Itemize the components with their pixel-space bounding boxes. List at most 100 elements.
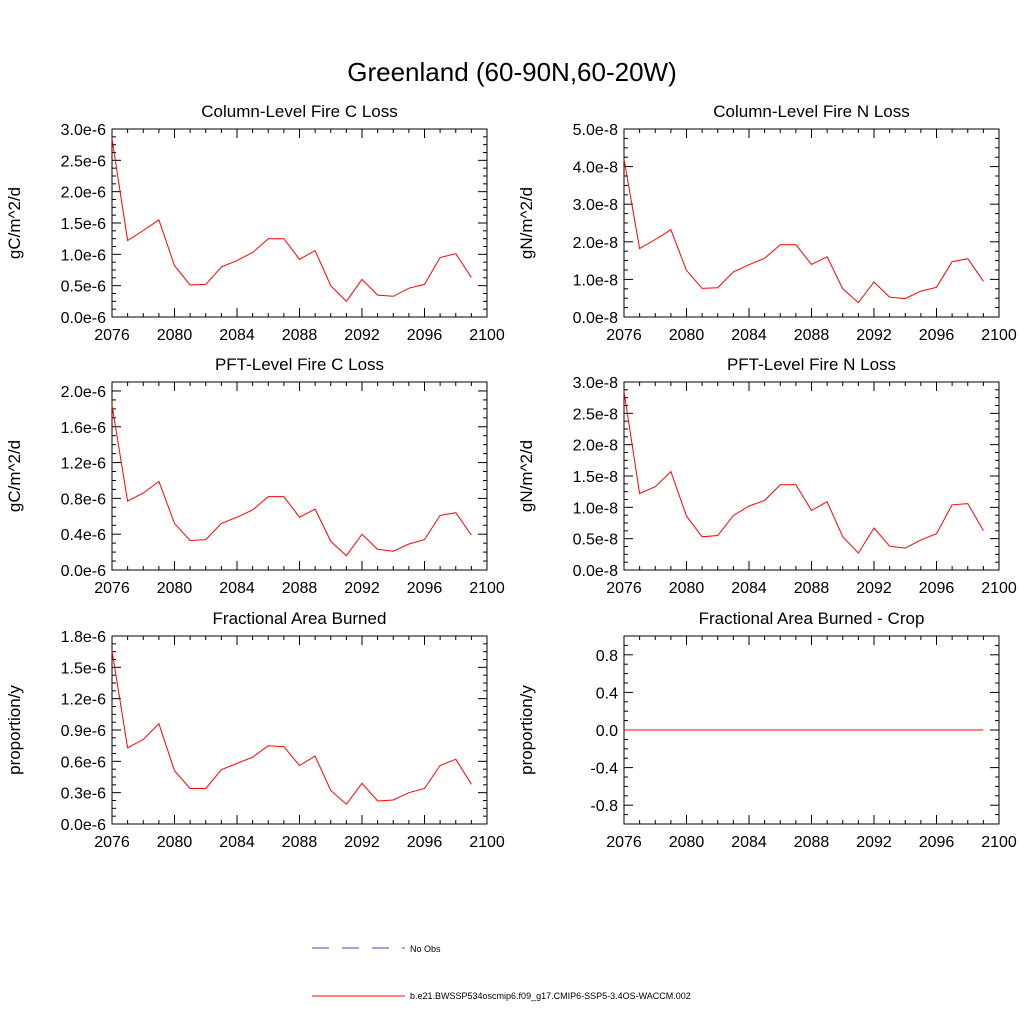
x-tick-label: 2076 (94, 580, 130, 597)
panels: Column-Level Fire C Loss gC/m^2/d 2076 2080… (5, 102, 1017, 851)
panel-title: PFT-Level Fire C Loss (215, 355, 384, 374)
plot-frame (111, 635, 488, 825)
series-line (111, 138, 472, 303)
y-tick-label: 2.0e-6 (61, 384, 106, 401)
x-tick-label: 2084 (219, 580, 255, 597)
x-tick-label: 2076 (606, 580, 642, 597)
plot-frame (111, 381, 488, 571)
plot-frame (623, 381, 1000, 571)
x-tick-label: 2100 (981, 327, 1017, 344)
chart-panel: Fractional Area Burned proportion/y 2076 20… (5, 609, 505, 851)
y-tick-label: 1.8e-6 (61, 629, 106, 646)
y-axis-label: proportion/y (5, 685, 24, 775)
y-tick-label: 1.0e-6 (61, 247, 106, 264)
y-tick-label: 5.0e-8 (573, 122, 618, 139)
panel-title: Fractional Area Burned (213, 609, 387, 628)
y-tick-label: 0.0e-8 (573, 310, 618, 327)
y-tick-label: 4.0e-8 (573, 160, 618, 177)
y-tick-label: 0.8e-6 (61, 491, 106, 508)
y-tick-label: 1.2e-6 (61, 692, 106, 709)
y-tick-label: 1.5e-6 (61, 216, 106, 233)
x-tick-label: 2076 (94, 834, 130, 851)
panel-title: Column-Level Fire N Loss (713, 102, 910, 121)
y-tick-label: -0.8 (590, 798, 618, 815)
x-tick-label: 2096 (919, 327, 955, 344)
y-tick-label: 0.8 (596, 648, 618, 665)
y-axis-label: proportion/y (517, 685, 536, 775)
chart-panel: PFT-Level Fire C Loss gC/m^2/d 2076 2080 208… (5, 355, 505, 597)
x-tick-label: 2100 (981, 580, 1017, 597)
x-tick-label: 2100 (981, 834, 1017, 851)
series-line (623, 159, 984, 304)
y-tick-label: 0.0e-6 (61, 310, 106, 327)
chart-panel: Column-Level Fire C Loss gC/m^2/d 2076 2080… (5, 102, 505, 344)
x-tick-label: 2100 (469, 834, 505, 851)
y-tick-label: 2.5e-8 (573, 406, 618, 423)
x-tick-label: 2092 (856, 327, 892, 344)
plot-frame (111, 128, 488, 318)
x-tick-label: 2080 (669, 580, 705, 597)
panel-title: Fractional Area Burned - Crop (699, 609, 925, 628)
y-tick-label: 1.6e-6 (61, 420, 106, 437)
y-tick-label: 3.0e-8 (573, 197, 618, 214)
series-line (623, 391, 984, 554)
y-axis-label: gN/m^2/d (517, 440, 536, 512)
y-axis-label: gC/m^2/d (5, 187, 24, 259)
x-tick-label: 2076 (606, 834, 642, 851)
y-tick-label: 2.5e-6 (61, 153, 106, 170)
y-tick-label: 2.0e-8 (573, 235, 618, 252)
x-tick-label: 2080 (157, 327, 193, 344)
x-tick-label: 2088 (794, 580, 830, 597)
x-tick-label: 2080 (669, 327, 705, 344)
x-tick-label: 2088 (794, 327, 830, 344)
x-tick-label: 2080 (157, 580, 193, 597)
panel-title: Column-Level Fire C Loss (201, 102, 398, 121)
y-tick-label: 1.5e-6 (61, 660, 106, 677)
y-axis-label: gN/m^2/d (517, 187, 536, 259)
y-tick-label: 1.0e-8 (573, 272, 618, 289)
x-tick-label: 2084 (731, 327, 767, 344)
x-tick-label: 2100 (469, 580, 505, 597)
x-tick-label: 2096 (407, 327, 443, 344)
series-line (111, 405, 472, 557)
plot-frame (623, 128, 1000, 318)
y-tick-label: 0.0e-6 (61, 817, 106, 834)
y-tick-label: 1.0e-8 (573, 500, 618, 517)
y-tick-label: 1.5e-8 (573, 469, 618, 486)
legend-obs-label: No Obs (410, 944, 441, 954)
x-tick-label: 2084 (731, 580, 767, 597)
x-tick-label: 2096 (407, 834, 443, 851)
x-tick-label: 2096 (407, 580, 443, 597)
x-tick-label: 2084 (219, 327, 255, 344)
x-tick-label: 2084 (219, 834, 255, 851)
y-tick-label: 0.4 (596, 685, 618, 702)
x-tick-label: 2076 (94, 327, 130, 344)
y-tick-label: 0.5e-8 (573, 532, 618, 549)
chart-panel: PFT-Level Fire N Loss gN/m^2/d 2076 2080 208… (517, 355, 1017, 597)
x-tick-label: 2076 (606, 327, 642, 344)
y-tick-label: 0.4e-6 (61, 527, 106, 544)
y-tick-label: 2.0e-8 (573, 438, 618, 455)
chart-panel: Column-Level Fire N Loss gN/m^2/d 2076 2080… (517, 102, 1017, 344)
x-tick-label: 2096 (919, 580, 955, 597)
x-tick-label: 2084 (731, 834, 767, 851)
y-tick-label: 3.0e-6 (61, 122, 106, 139)
panel-title: PFT-Level Fire N Loss (727, 355, 896, 374)
y-tick-label: 0.0e-6 (61, 563, 106, 580)
x-tick-label: 2092 (856, 834, 892, 851)
x-tick-label: 2092 (856, 580, 892, 597)
x-tick-label: 2092 (344, 834, 380, 851)
x-tick-label: 2080 (157, 834, 193, 851)
y-axis-label: gC/m^2/d (5, 440, 24, 512)
y-tick-label: 0.0 (596, 723, 618, 740)
y-tick-label: 0.5e-6 (61, 279, 106, 296)
y-tick-label: 3.0e-8 (573, 375, 618, 392)
y-tick-label: 0.3e-6 (61, 786, 106, 803)
y-tick-label: 0.9e-6 (61, 723, 106, 740)
y-tick-label: 2.0e-6 (61, 185, 106, 202)
x-tick-label: 2092 (344, 327, 380, 344)
x-tick-label: 2088 (282, 580, 318, 597)
figure-title: Greenland (60-90N,60-20W) (347, 57, 677, 87)
y-tick-label: -0.4 (590, 761, 618, 778)
